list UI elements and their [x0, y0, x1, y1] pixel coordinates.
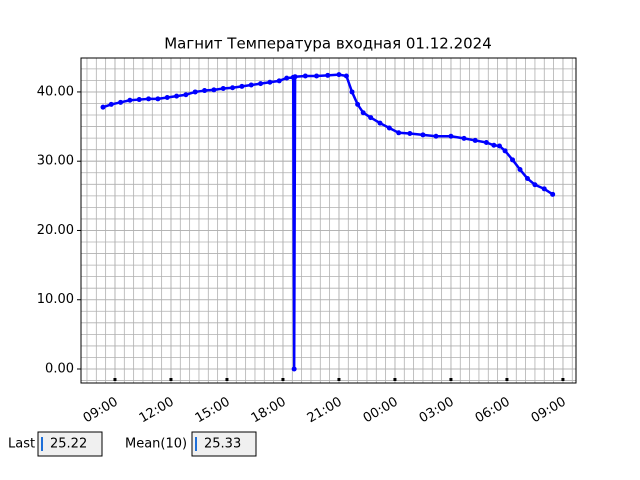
point — [461, 135, 467, 141]
point — [510, 157, 516, 163]
point — [349, 89, 355, 95]
point — [550, 191, 556, 197]
point — [336, 72, 342, 78]
x-tick — [337, 378, 341, 381]
chart-title: Магнит Температура входная 01.12.2024 — [164, 35, 492, 53]
mean-value: 25.33 — [204, 437, 241, 452]
point — [146, 96, 152, 102]
last-value: 25.22 — [50, 437, 87, 452]
last-box — [37, 431, 103, 457]
x-tick — [169, 378, 173, 381]
x-tick — [225, 378, 229, 381]
point — [174, 93, 180, 99]
point — [183, 92, 189, 98]
y-tick-label: 30.00 — [37, 154, 74, 169]
point — [118, 99, 124, 105]
point — [517, 167, 523, 173]
point — [291, 366, 297, 372]
point — [267, 79, 273, 85]
point — [386, 125, 392, 131]
point — [491, 142, 497, 148]
point — [448, 133, 454, 139]
x-tick — [505, 378, 509, 381]
point — [532, 182, 538, 188]
point — [524, 176, 530, 182]
point — [541, 186, 547, 192]
point — [483, 140, 489, 146]
point — [368, 115, 374, 121]
line — [102, 73, 554, 371]
point — [472, 137, 478, 143]
point — [360, 110, 366, 116]
point — [155, 96, 161, 102]
point — [292, 74, 298, 80]
point — [192, 89, 198, 95]
point — [100, 104, 106, 110]
y-tick-label: 20.00 — [37, 223, 74, 238]
point — [284, 75, 290, 81]
point — [202, 88, 208, 94]
point — [325, 72, 331, 78]
point — [407, 131, 413, 137]
y-tick-label: 10.00 — [37, 292, 74, 307]
x-tick — [449, 378, 453, 381]
point — [230, 85, 236, 91]
point — [127, 97, 133, 103]
x-tick — [281, 378, 285, 381]
point — [136, 97, 142, 103]
plot-frame — [80, 57, 577, 384]
point — [496, 143, 502, 149]
point — [314, 73, 320, 79]
x-tick — [393, 378, 397, 381]
last-label: Last — [8, 437, 35, 452]
point — [377, 120, 383, 126]
point — [220, 85, 226, 91]
point — [258, 81, 264, 87]
cursor — [41, 437, 43, 451]
point — [164, 94, 170, 100]
point — [248, 82, 254, 88]
y-tick-label: 40.00 — [37, 84, 74, 99]
point — [302, 73, 308, 79]
x-tick — [113, 378, 117, 381]
point — [396, 130, 402, 136]
point — [433, 133, 439, 139]
point — [355, 101, 361, 107]
point — [108, 101, 114, 107]
y-tick-label: 0.00 — [45, 362, 74, 377]
mean-box — [191, 431, 257, 457]
point — [211, 87, 217, 93]
mean-label: Mean(10) — [125, 437, 187, 452]
point — [276, 78, 282, 84]
point — [502, 148, 508, 154]
point — [343, 73, 349, 79]
x-tick — [561, 378, 565, 381]
point — [239, 83, 245, 89]
point — [420, 132, 426, 138]
cursor — [195, 437, 197, 451]
